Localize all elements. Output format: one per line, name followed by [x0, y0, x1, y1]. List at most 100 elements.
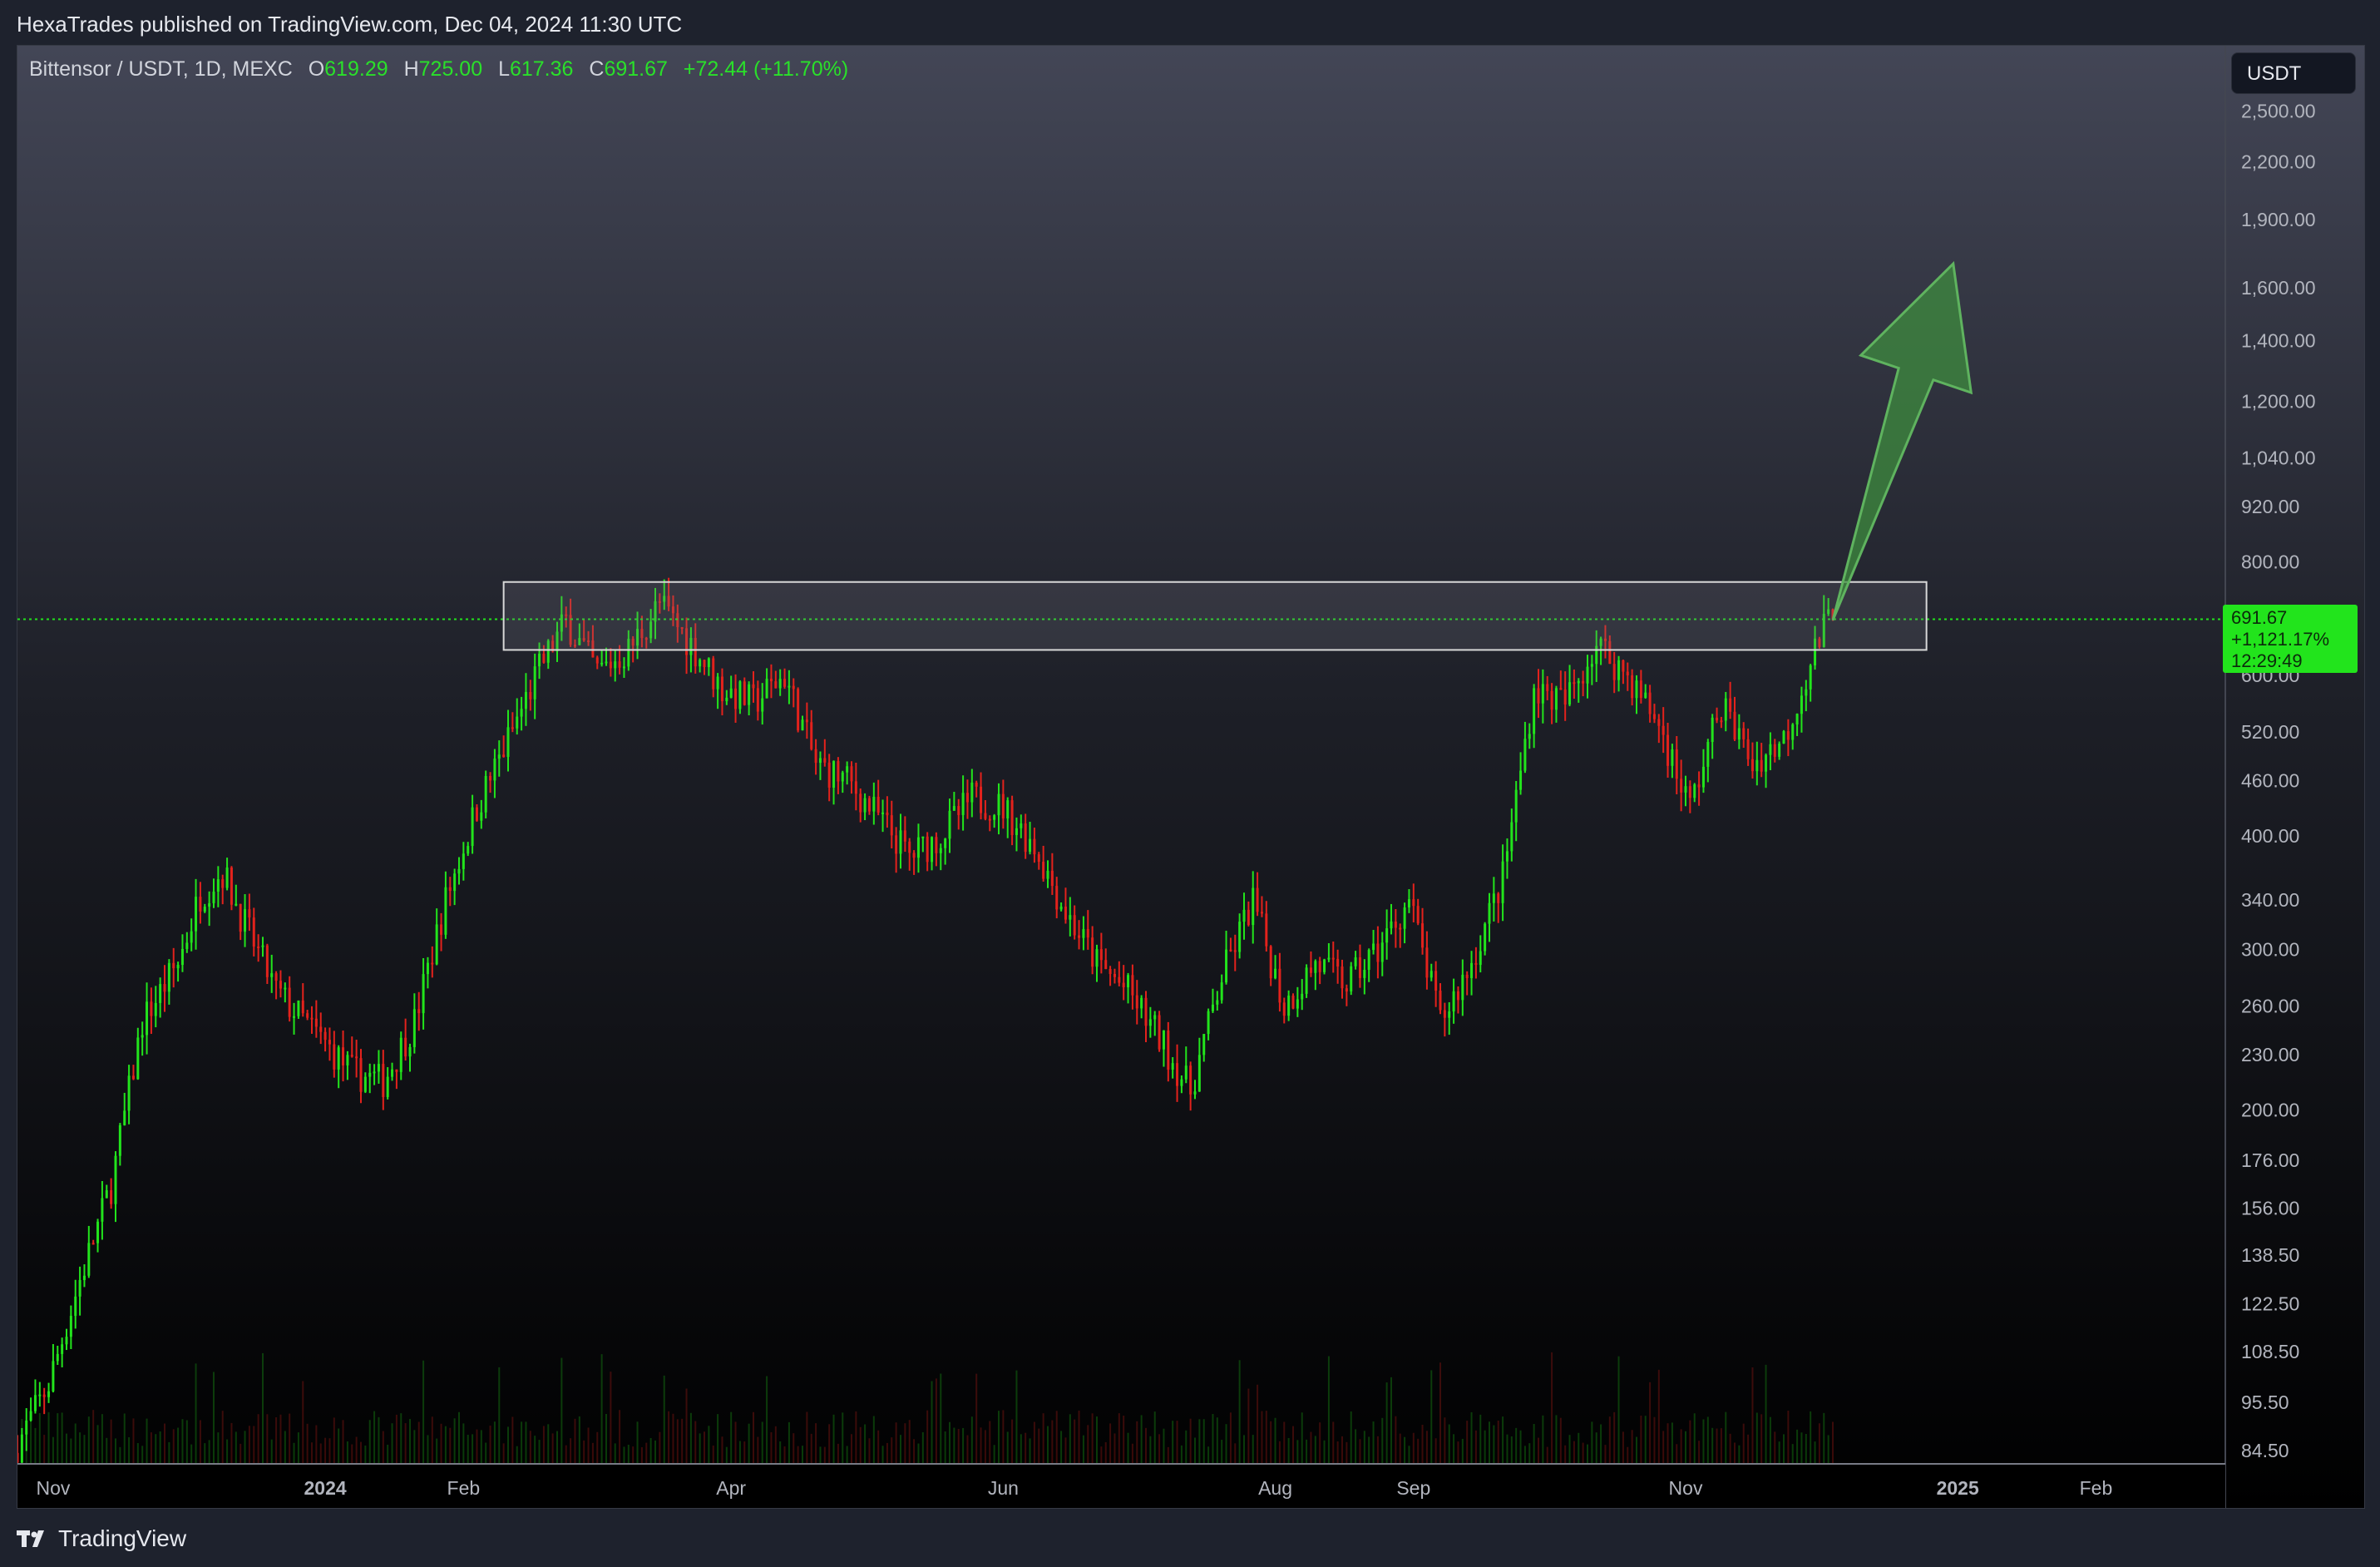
candle-body	[524, 691, 527, 709]
candle-body	[1176, 1063, 1179, 1086]
price-tick-label: 1,200.00	[2241, 391, 2316, 413]
candle-body	[17, 1452, 19, 1463]
candle-body	[689, 637, 693, 655]
candle-body	[1350, 966, 1353, 992]
candle-body	[1153, 1015, 1157, 1020]
candle-body	[1818, 638, 1821, 647]
volume-bar	[1257, 1384, 1259, 1464]
candle-body	[154, 1002, 157, 1016]
volume-bar	[725, 1446, 728, 1464]
price-tick-label: 520.00	[2241, 721, 2299, 743]
volume-bar	[944, 1431, 946, 1464]
candle-body	[462, 853, 465, 869]
volume-bar	[1301, 1412, 1303, 1464]
candle-body	[1822, 614, 1825, 647]
volume-bar	[1515, 1427, 1518, 1464]
candle-body	[631, 638, 635, 646]
candle-body	[1220, 982, 1223, 1001]
candle-body	[703, 660, 706, 668]
volume-bar	[449, 1427, 452, 1464]
candle-body	[1274, 968, 1277, 979]
volume-bar	[574, 1418, 576, 1464]
volume-bar	[1060, 1431, 1063, 1464]
candle-body	[1488, 902, 1491, 924]
volume-bar	[891, 1437, 893, 1464]
volume-bar	[570, 1438, 572, 1464]
price-tick-label: 2,500.00	[2241, 101, 2316, 122]
candle-body	[546, 640, 550, 663]
volume-bar	[230, 1422, 233, 1464]
volume-bar	[1600, 1424, 1602, 1464]
price-tick-label: 340.00	[2241, 889, 2299, 911]
currency-button[interactable]: USDT	[2231, 52, 2356, 94]
candle-body	[931, 837, 934, 863]
chart-frame[interactable]: 2,500.00 2,200.00 1,900.00 1,600.00 1,400.00…	[17, 45, 2365, 1509]
volume-bar	[1636, 1436, 1637, 1464]
volume-bar	[649, 1437, 652, 1464]
candle-body	[565, 614, 568, 616]
candle-body	[1001, 793, 1005, 818]
candle-body	[1104, 960, 1108, 969]
volume-bar	[1323, 1440, 1326, 1464]
volume-bar	[1434, 1438, 1437, 1464]
candle-body	[1148, 1019, 1152, 1026]
candle-body	[1171, 1063, 1174, 1070]
candle-body	[1603, 638, 1607, 641]
candle-body	[1750, 759, 1754, 772]
candle-body	[293, 1016, 296, 1018]
volume-bar	[591, 1442, 594, 1464]
volume-bar	[689, 1412, 692, 1464]
volume-bar	[810, 1433, 812, 1464]
price-chart[interactable]: 2,500.00 2,200.00 1,900.00 1,600.00 1,400.00…	[17, 46, 2365, 1509]
volume-bar	[480, 1430, 482, 1464]
candle-body	[1448, 1011, 1451, 1018]
candle-body	[1688, 786, 1691, 798]
candle-body	[1059, 907, 1063, 910]
volume-bar	[1238, 1360, 1241, 1464]
candle-body	[382, 1064, 385, 1097]
volume-bar	[1207, 1446, 1210, 1464]
volume-bar	[895, 1422, 897, 1464]
volume-bar	[1395, 1416, 1397, 1464]
volume-bar	[79, 1432, 81, 1464]
candle-body	[1376, 943, 1380, 962]
candle-body	[1073, 915, 1076, 936]
volume-bar	[753, 1411, 754, 1464]
volume-bar	[489, 1425, 491, 1464]
volume-bar	[444, 1426, 447, 1464]
volume-bar	[1346, 1441, 1348, 1464]
volume-bar	[1778, 1441, 1780, 1464]
volume-bar	[1676, 1444, 1678, 1464]
volume-bar	[1479, 1414, 1482, 1464]
candle-body	[788, 685, 791, 688]
candle-body	[180, 948, 184, 966]
volume-bar	[596, 1431, 599, 1464]
candle-body	[1046, 870, 1049, 879]
volume-bar	[1448, 1424, 1450, 1464]
volume-bar	[1519, 1430, 1522, 1464]
volume-bar	[146, 1418, 148, 1464]
candle-body	[1269, 946, 1272, 979]
tradingview-logo[interactable]: TradingView	[17, 1525, 186, 1552]
candle-body	[1064, 907, 1067, 920]
volume-bar	[315, 1425, 318, 1464]
volume-bar	[1261, 1411, 1263, 1464]
volume-bar	[1265, 1411, 1267, 1464]
candle-body	[176, 965, 180, 969]
candle-body	[38, 1394, 42, 1396]
candle-body	[1403, 907, 1406, 929]
volume-bar	[984, 1430, 986, 1464]
volume-bar	[128, 1437, 131, 1464]
volume-bar	[1466, 1421, 1469, 1464]
price-tick-label: 1,900.00	[2241, 209, 2316, 230]
candle-body	[1612, 664, 1616, 680]
candle-body	[435, 924, 438, 965]
time-scale: Nov 2024 Feb Apr Jun Aug Sep Nov 2025 Feb	[36, 1477, 2112, 1499]
candle-body	[47, 1391, 51, 1397]
volume-bar	[1546, 1446, 1548, 1464]
volume-bar	[275, 1416, 278, 1464]
candle-body	[1573, 682, 1576, 685]
volume-bar	[516, 1446, 518, 1464]
candle-body	[1399, 927, 1402, 930]
candle-body	[1363, 970, 1366, 978]
